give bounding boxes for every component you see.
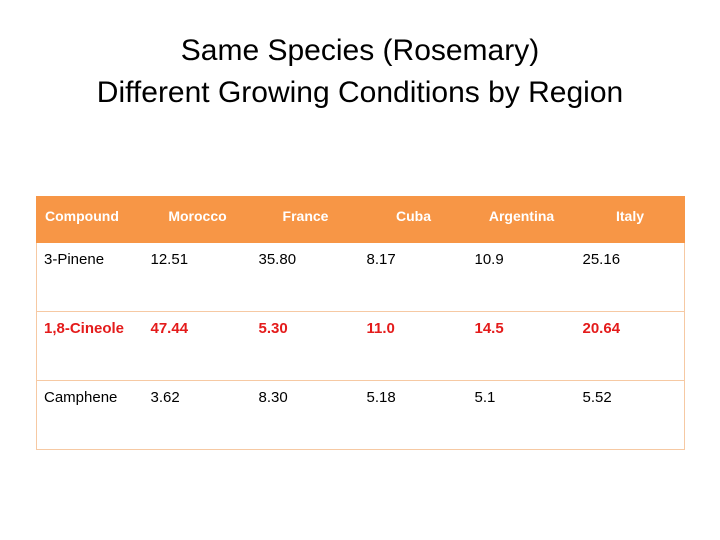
header-cell-cuba: Cuba bbox=[359, 196, 468, 243]
table-cell: 8.30 bbox=[251, 380, 360, 450]
table-cell: 14.5 bbox=[467, 311, 576, 381]
header-cell-morocco: Morocco bbox=[143, 196, 252, 243]
header-row: Compound Morocco France Cuba Argentina I… bbox=[36, 196, 685, 243]
title-line-1: Same Species (Rosemary) bbox=[180, 34, 540, 67]
table-cell: 25.16 bbox=[575, 242, 685, 312]
table-cell: 12.51 bbox=[143, 242, 252, 312]
header-cell-compound: Compound bbox=[36, 196, 144, 243]
table-row: 1,8-Cineole 47.44 5.30 11.0 14.5 20.64 bbox=[36, 311, 685, 381]
table-cell: 3-Pinene bbox=[36, 242, 144, 312]
table-cell: 47.44 bbox=[143, 311, 252, 381]
title-line-2: Different Growing Conditions by Region bbox=[96, 76, 624, 109]
compound-table: Compound Morocco France Cuba Argentina I… bbox=[36, 196, 685, 450]
table-header: Compound Morocco France Cuba Argentina I… bbox=[36, 196, 685, 243]
table-cell: 10.9 bbox=[467, 242, 576, 312]
table-row: Camphene 3.62 8.30 5.18 5.1 5.52 bbox=[36, 380, 685, 450]
table-cell: 1,8-Cineole bbox=[36, 311, 144, 381]
table-cell: 35.80 bbox=[251, 242, 360, 312]
header-cell-italy: Italy bbox=[575, 196, 685, 243]
table-cell: 8.17 bbox=[359, 242, 468, 312]
table-cell: 5.18 bbox=[359, 380, 468, 450]
table-cell: 5.1 bbox=[467, 380, 576, 450]
table-body: 3-Pinene 12.51 35.80 8.17 10.9 25.16 1,8… bbox=[36, 242, 685, 450]
header-cell-argentina: Argentina bbox=[467, 196, 576, 243]
table-cell: 5.52 bbox=[575, 380, 685, 450]
slide-title: Same Species (Rosemary) Different Growin… bbox=[0, 30, 720, 114]
table-row: 3-Pinene 12.51 35.80 8.17 10.9 25.16 bbox=[36, 242, 685, 312]
compound-table-container: Compound Morocco France Cuba Argentina I… bbox=[36, 196, 685, 450]
table-cell: 20.64 bbox=[575, 311, 685, 381]
table-cell: 11.0 bbox=[359, 311, 468, 381]
table-cell: 5.30 bbox=[251, 311, 360, 381]
table-cell: Camphene bbox=[36, 380, 144, 450]
table-cell: 3.62 bbox=[143, 380, 252, 450]
header-cell-france: France bbox=[251, 196, 360, 243]
